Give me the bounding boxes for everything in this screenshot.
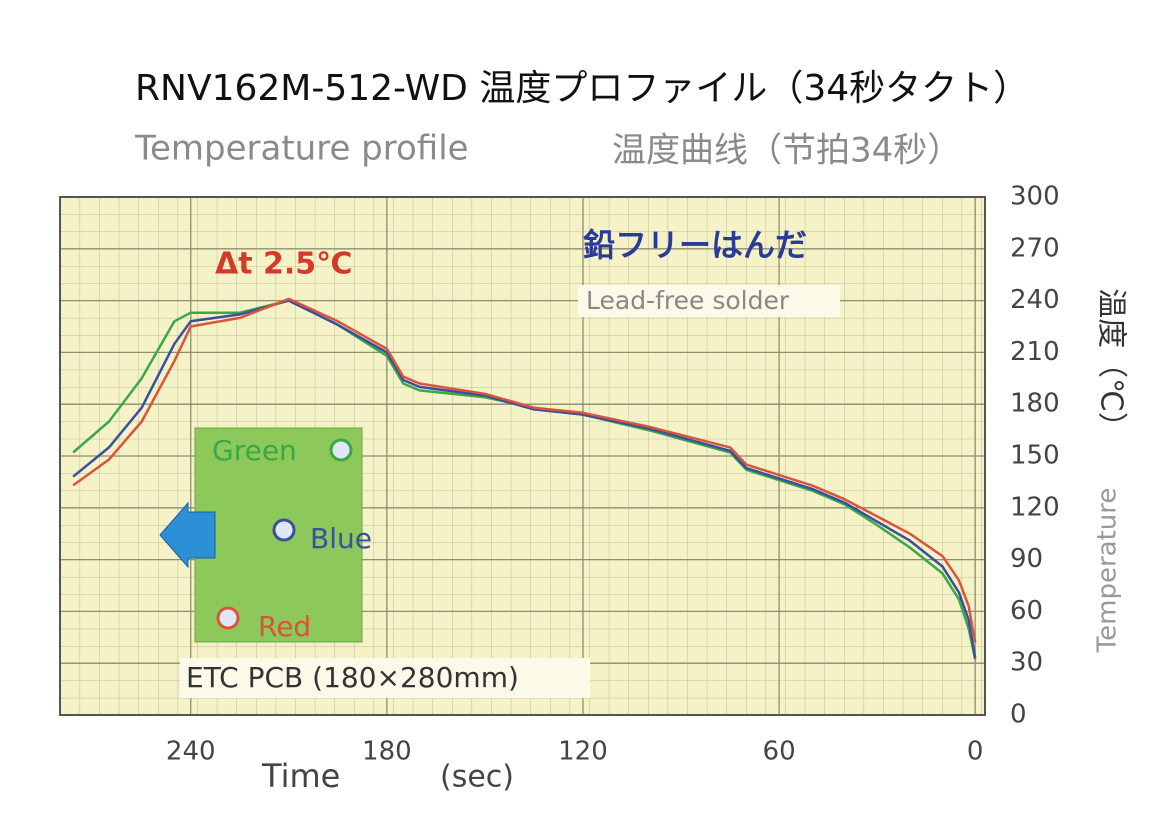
y-tick-label: 240 [1010, 285, 1060, 315]
chart-subtitle-cn: 温度曲线（节拍34秒） [612, 131, 961, 171]
y-tick-label: 120 [1010, 492, 1060, 522]
label-background [180, 658, 590, 698]
series-line [72, 297, 977, 643]
annotation: ETC PCB (180×280mm) [186, 661, 519, 694]
x-tick-label: 60 [763, 737, 796, 767]
x-tick-label: 240 [166, 737, 216, 767]
series-line [72, 299, 977, 659]
legend-marker [329, 438, 353, 462]
x-tick-label: 120 [558, 737, 608, 767]
y-tick-label: 180 [1010, 389, 1060, 419]
x-tick-label: 0 [967, 737, 984, 767]
y-tick-label: 60 [1010, 596, 1043, 626]
y-axis-label: 温度（℃） [1094, 288, 1129, 442]
x-axis-unit: (sec) [440, 760, 514, 795]
legend-label: Red [258, 610, 311, 643]
y-axis-label-en: Temperature [1093, 488, 1123, 654]
legend-label: Blue [310, 522, 372, 555]
annotation: 鉛フリーはんだ [583, 226, 807, 264]
legend-label: Green [212, 434, 297, 467]
x-axis-label: Time [261, 757, 340, 795]
legend-marker [216, 606, 240, 630]
y-tick-label: 30 [1010, 648, 1043, 678]
y-tick-label: 0 [1010, 700, 1027, 730]
y-tick-label: 210 [1010, 337, 1060, 367]
y-tick-label: 150 [1010, 441, 1060, 471]
annotation: Δt 2.5℃ [215, 247, 352, 282]
label-background [578, 285, 840, 317]
legend-marker [272, 518, 296, 542]
plot-frame [59, 196, 986, 716]
y-tick-label: 300 [1010, 182, 1060, 212]
y-tick-label: 90 [1010, 544, 1043, 574]
y-tick-label: 270 [1010, 233, 1060, 263]
chart-subtitle: Temperature profile [134, 129, 469, 169]
x-tick-label: 180 [362, 737, 412, 767]
arrow [159, 501, 216, 569]
annotation: Lead-free solder [586, 286, 790, 315]
chart-title: RNV162M-512-WD 温度プロファイル（34秒タクト） [135, 68, 1029, 109]
